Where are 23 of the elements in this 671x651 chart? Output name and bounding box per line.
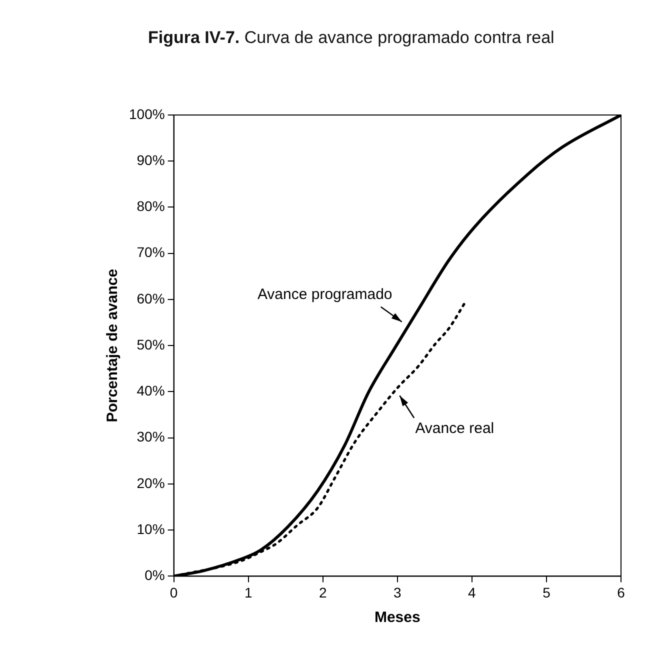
y-tick-label: 20%	[136, 474, 165, 491]
x-tick-label: 6	[617, 584, 626, 600]
y-tick-label: 30%	[136, 428, 165, 445]
y-tick-label: 10%	[136, 520, 165, 537]
y-tick-label: 100%	[128, 106, 165, 122]
x-axis-title: Meses	[374, 609, 420, 626]
y-tick-label: 40%	[136, 382, 165, 399]
annotation: Avance real	[415, 420, 494, 437]
y-tick-label: 60%	[136, 290, 165, 306]
y-tick-label: 70%	[136, 244, 165, 260]
y-tick-label: 50%	[136, 336, 165, 352]
y-tick-label: 90%	[136, 152, 165, 168]
chart-title: Figura IV-7. Curva de avance programado contra real	[148, 28, 554, 48]
annotation: Avance programado	[257, 286, 392, 303]
x-tick-label: 5	[542, 584, 551, 600]
y-axis-title: Porcentaje de avance	[104, 268, 122, 422]
x-tick-label: 1	[244, 584, 252, 600]
x-tick-label: 2	[318, 584, 327, 600]
x-tick-label: 3	[394, 584, 402, 600]
x-tick-label: 4	[468, 584, 476, 600]
y-tick-label: 80%	[136, 198, 165, 214]
y-tick-label: 0%	[144, 567, 165, 584]
x-tick-label: 0	[170, 584, 178, 600]
